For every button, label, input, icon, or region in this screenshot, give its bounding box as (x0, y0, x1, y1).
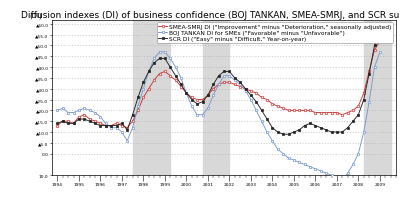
Title: Diffusion indexes (DI) of business confidence (BOJ TANKAN, SMEA-SMRJ, and SCR su: Diffusion indexes (DI) of business confi… (21, 11, 400, 20)
Legend: SMEA-SMRJ DI ("Improvement" minus "Deterioration," seasonally adjusted), BOJ TAN: SMEA-SMRJ DI ("Improvement" minus "Deter… (157, 23, 393, 44)
Bar (202, 20, 229, 175)
Text: (DI): (DI) (30, 12, 42, 19)
Bar (364, 20, 391, 175)
Bar (133, 20, 170, 175)
